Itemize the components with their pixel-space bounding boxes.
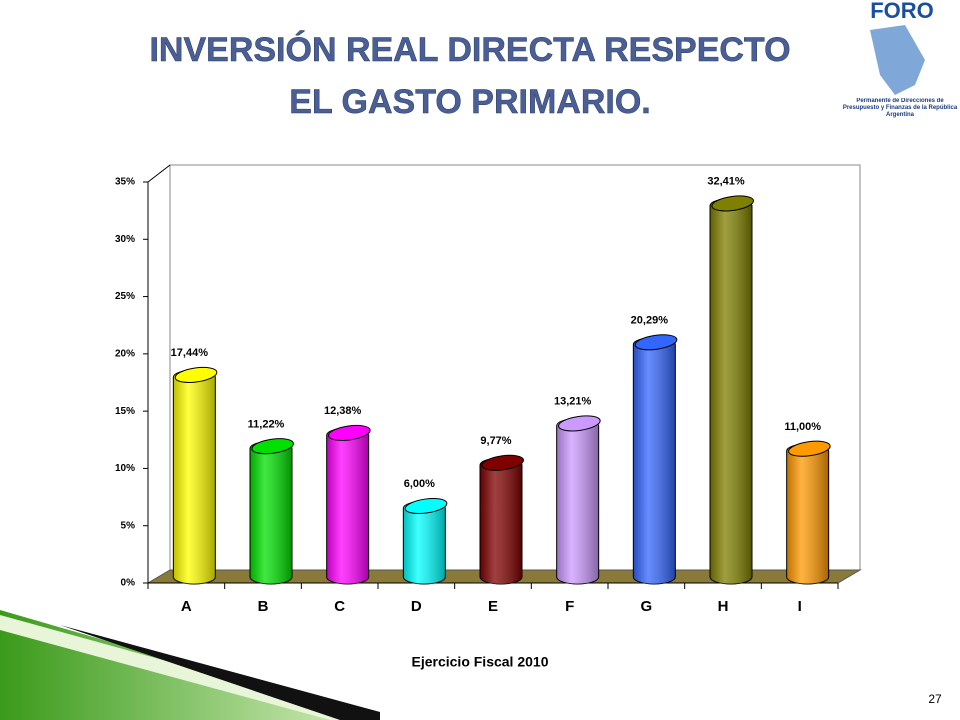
value-label: 13,21%	[554, 396, 592, 408]
value-label: 12,38%	[324, 405, 362, 417]
decor-black	[60, 625, 380, 720]
title-line-2: EL GASTO PRIMARIO.	[289, 83, 650, 121]
value-label: 11,00%	[784, 421, 821, 433]
value-label: 11,22%	[248, 418, 285, 430]
page-number: 27	[928, 692, 942, 706]
bar-cap	[251, 438, 295, 455]
x-tick-label: A	[181, 598, 192, 615]
y-tick-label: 25%	[115, 291, 135, 302]
x-tick-label: G	[640, 598, 652, 615]
value-label: 9,77%	[480, 435, 511, 447]
bar-cap	[788, 440, 831, 457]
x-tick-label: F	[565, 598, 574, 615]
y-tick-label: 10%	[115, 463, 135, 474]
bar-shade	[250, 441, 292, 584]
logo: FORO Permanente de Direcciones de Presup…	[842, 0, 958, 118]
value-label: 20,29%	[631, 314, 669, 326]
logo-name: FORO	[870, 0, 934, 23]
x-tick-label: E	[488, 598, 498, 615]
y-tick-label: 35%	[115, 177, 135, 188]
logo-caption-box: Permanente de Direcciones de Presupuesto…	[842, 98, 958, 118]
bar-shade	[786, 443, 829, 584]
title-line: INVERSIÓN REAL DIRECTA RESPECTO	[149, 31, 790, 69]
value-label: 6,00%	[404, 478, 435, 490]
logo-map	[870, 25, 925, 95]
y-tick-label: 20%	[115, 348, 135, 359]
bar-shade	[403, 501, 446, 584]
y-tick-label: 5%	[121, 520, 136, 531]
x-tick-label: B	[258, 598, 269, 615]
x-tick-label: H	[718, 598, 729, 615]
bar-shade	[710, 198, 752, 584]
value-label: 32,41%	[707, 176, 745, 188]
y-tick-label: 30%	[115, 234, 135, 245]
axis-edge	[147, 164, 171, 183]
x-tick-label: C	[334, 598, 345, 615]
y-tick-label: 15%	[115, 406, 135, 417]
bar-shade	[173, 370, 216, 584]
bar-cap	[711, 195, 755, 212]
bar-cap	[404, 497, 448, 515]
bar-cap	[328, 424, 371, 441]
x-tick-label: D	[411, 598, 422, 615]
logo-caption: Permanente de Direcciones de Presupuesto…	[842, 98, 958, 118]
bar-cap	[481, 454, 525, 471]
bar-shade	[556, 418, 599, 584]
x-tick-label: I	[798, 598, 802, 615]
bar-shade	[480, 458, 522, 584]
x-axis-label: Ejercicio Fiscal 2010	[412, 654, 549, 670]
bar-cap	[558, 415, 601, 432]
bar-shade	[326, 428, 369, 584]
bar-cap	[634, 334, 678, 351]
bar-cap	[174, 366, 218, 383]
value-label: 17,44%	[171, 347, 209, 359]
bar-shade	[633, 337, 676, 584]
y-tick-label: 0%	[121, 578, 136, 589]
